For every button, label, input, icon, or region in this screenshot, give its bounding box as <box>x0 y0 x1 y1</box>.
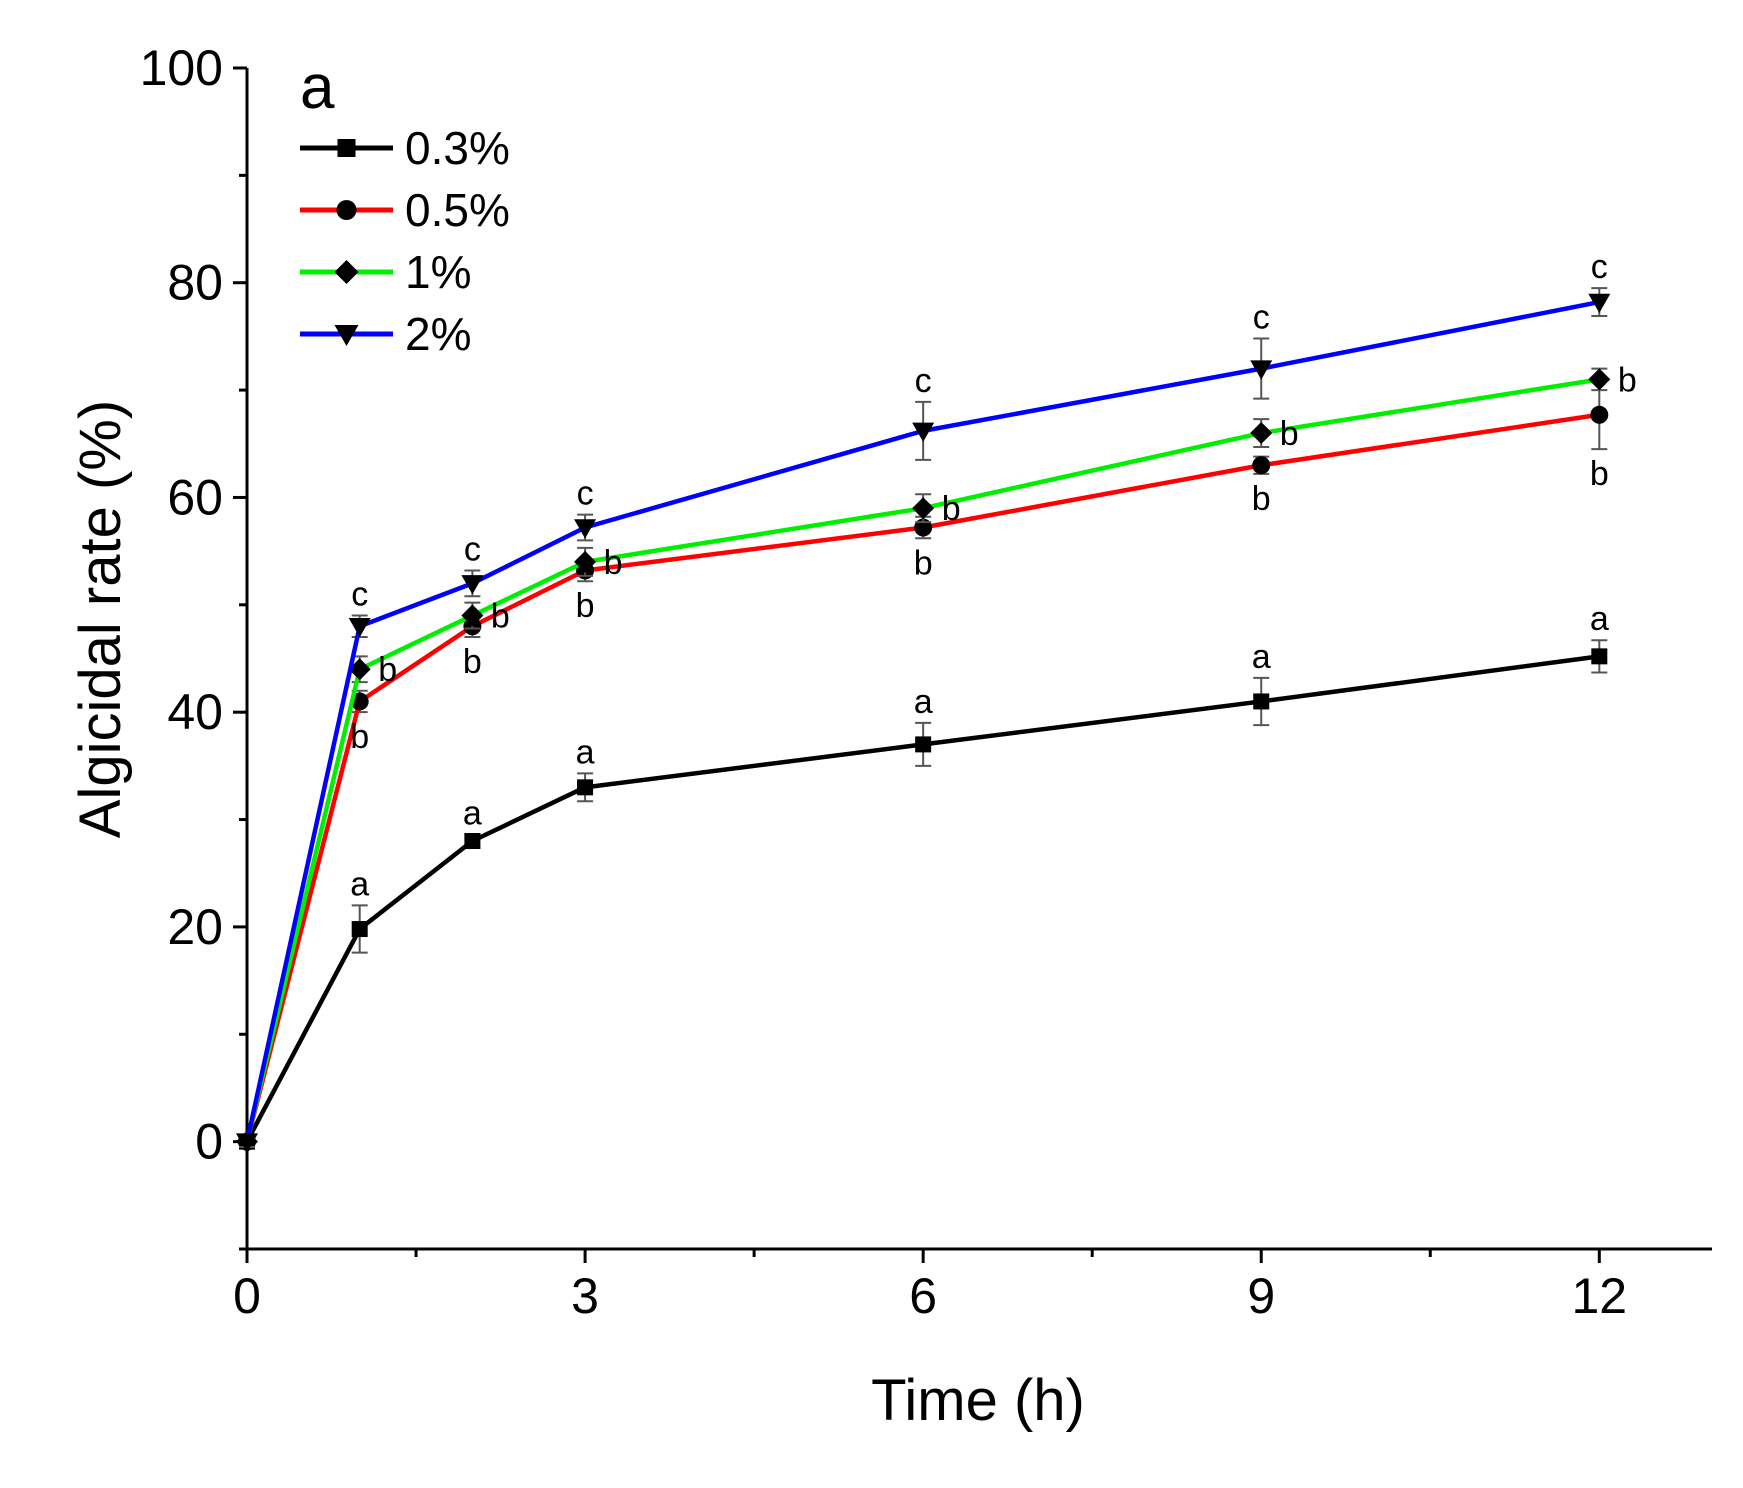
y-tick-label: 0 <box>195 1114 223 1170</box>
legend: 0.3% 0.5% 1% 2% <box>300 122 510 360</box>
x-tick-label: 3 <box>571 1268 599 1324</box>
data-point <box>1588 368 1611 391</box>
y-tick-label: 100 <box>140 40 223 96</box>
significance-label: c <box>577 475 594 513</box>
legend-marker <box>337 139 356 157</box>
data-point <box>1588 293 1611 314</box>
data-point <box>1250 422 1273 445</box>
legend-item-0.5%: 0.5% <box>300 184 510 236</box>
x-tick-label: 0 <box>233 1268 261 1324</box>
legend-label: 2% <box>405 308 471 360</box>
x-tick-label: 9 <box>1247 1268 1275 1324</box>
significance-label: b <box>914 544 933 582</box>
data-point <box>461 575 484 595</box>
data-point <box>915 736 932 753</box>
significance-label: a <box>914 683 933 721</box>
x-axis-title: Time (h) <box>871 1368 1085 1433</box>
y-axis-title: Algicidal rate (%) <box>68 400 133 838</box>
data-point <box>1252 456 1271 475</box>
significance-label: b <box>350 718 369 756</box>
significance-label: b <box>1252 480 1271 518</box>
significance-label: a <box>1252 638 1271 676</box>
legend-item-1%: 1% <box>300 246 471 298</box>
legend-marker <box>334 260 359 284</box>
significance-label: c <box>1591 248 1608 286</box>
y-tick-label: 20 <box>167 899 223 955</box>
significance-label: b <box>1280 415 1299 453</box>
significance-label: c <box>1253 299 1270 337</box>
significance-label: b <box>463 643 482 681</box>
significance-label: a <box>350 865 369 903</box>
significance-label: b <box>491 598 510 636</box>
data-point <box>464 833 481 850</box>
data-point <box>351 921 368 938</box>
data-point <box>461 604 484 627</box>
legend-label: 1% <box>405 246 471 298</box>
significance-label: a <box>576 733 595 771</box>
data-point <box>236 1133 258 1153</box>
x-tick-label: 12 <box>1571 1268 1627 1324</box>
data-point <box>912 422 935 442</box>
data-point <box>574 519 597 539</box>
legend-item-2%: 2% <box>300 308 471 360</box>
significance-label: c <box>464 530 481 568</box>
y-tick-label: 60 <box>167 469 223 525</box>
data-point <box>1591 648 1608 665</box>
series-layer <box>236 287 1611 1153</box>
data-point <box>574 550 597 573</box>
legend-marker <box>336 200 357 220</box>
data-point <box>348 618 371 638</box>
significance-label: b <box>942 490 961 528</box>
significance-label: b <box>604 544 623 582</box>
y-tick-label: 40 <box>167 684 223 740</box>
series-0.3% <box>239 639 1608 1150</box>
significance-label: a <box>463 795 482 833</box>
significance-label: b <box>576 587 595 625</box>
panel-label: a <box>300 53 335 122</box>
significance-label: b <box>1618 361 1637 399</box>
significance-label: a <box>1590 600 1609 638</box>
significance-label: c <box>915 362 932 400</box>
legend-item-0.3%: 0.3% <box>300 122 510 174</box>
data-point <box>348 658 371 681</box>
series-1% <box>236 367 1611 1153</box>
data-point <box>912 497 935 520</box>
series-2% <box>236 287 1611 1153</box>
significance-label: b <box>1590 455 1609 493</box>
y-tick-label: 80 <box>167 255 223 311</box>
legend-marker <box>334 325 359 346</box>
data-point <box>577 779 594 796</box>
data-point <box>1253 693 1270 710</box>
data-point <box>1250 360 1273 380</box>
data-point <box>1590 405 1609 424</box>
significance-label: b <box>378 651 397 689</box>
significance-label: c <box>351 576 368 614</box>
axes: 0 20 40 60 80 100 0 3 6 9 12 <box>140 40 1712 1324</box>
legend-label: 0.3% <box>405 122 510 174</box>
x-tick-label: 6 <box>909 1268 937 1324</box>
legend-label: 0.5% <box>405 184 510 236</box>
